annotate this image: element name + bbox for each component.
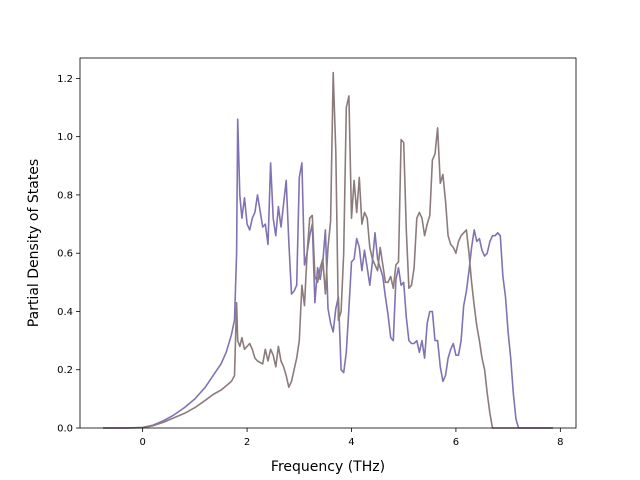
y-tick-label: 0.4: [57, 307, 73, 318]
x-tick-label: 2: [244, 437, 250, 448]
x-tick-label: 0: [139, 437, 145, 448]
x-tick-label: 4: [348, 437, 354, 448]
y-tick-label: 1.2: [57, 74, 73, 85]
y-axis: 0.0 0.2 0.4 0.6 0.8 1.0 1.2: [57, 74, 80, 435]
axes-frame: [79, 57, 577, 429]
x-tick-label: 6: [453, 437, 459, 448]
series-layer: [102, 71, 554, 429]
series-line-2: [102, 71, 554, 429]
y-axis-label: Partial Density of States: [26, 159, 42, 327]
x-tick-label: 8: [557, 437, 563, 448]
x-axis-label: Frequency (THz): [271, 459, 385, 475]
x-axis: 0 2 4 6 8: [139, 428, 564, 448]
y-tick-label: 0.6: [57, 249, 73, 260]
y-tick-label: 0.2: [57, 365, 73, 376]
y-tick-label: 0.8: [57, 190, 73, 201]
y-tick-label: 1.0: [57, 132, 73, 143]
y-tick-label: 0.0: [57, 424, 73, 435]
